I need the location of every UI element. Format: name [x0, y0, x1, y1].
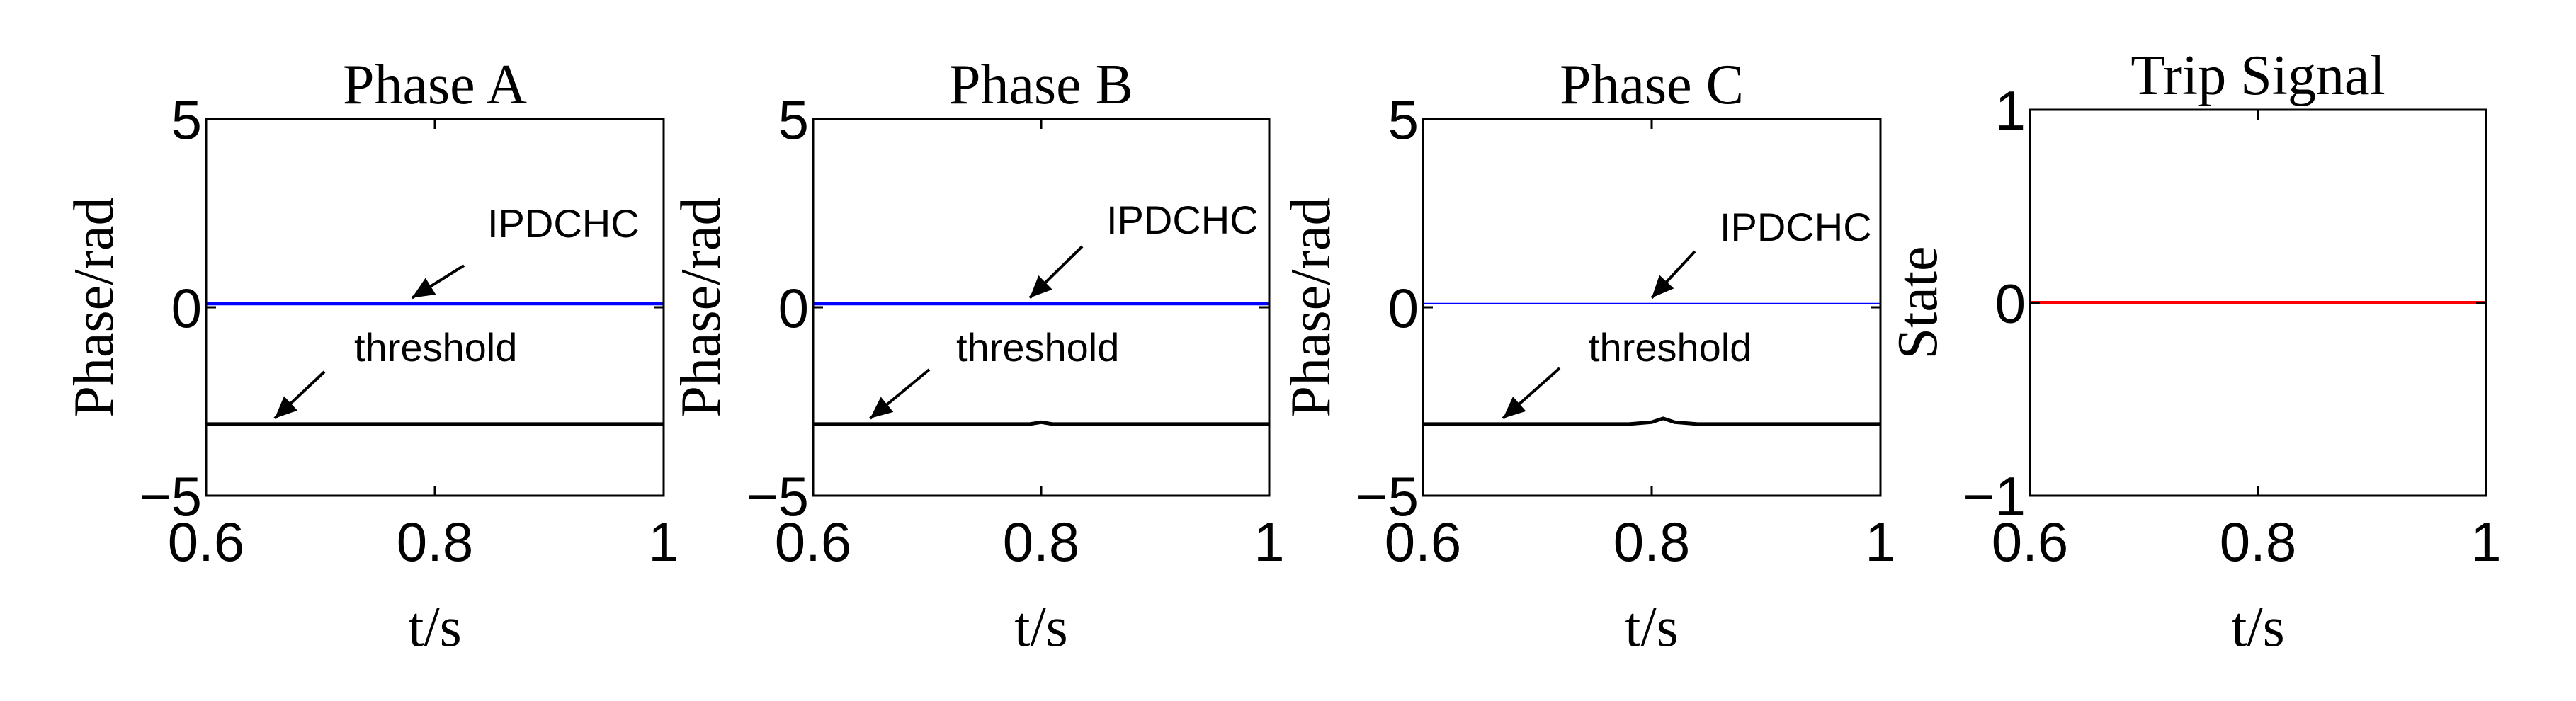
- x-axis-label: t/s: [1014, 596, 1068, 659]
- x-axis-label: t/s: [2231, 596, 2285, 659]
- series-line-threshold: [1423, 416, 1880, 426]
- y-tick-label: 1: [1995, 79, 2026, 142]
- chart-panel-2: 0.6 0.8 1 −5 0 5 Phase B t/s Phase/rad IPDCHC thre…: [670, 54, 1285, 659]
- annotation-arrowhead: [274, 396, 298, 418]
- chart-panel-4: 0.6 0.8 1 −1 0 1 Trip Signal t/s State: [1887, 45, 2502, 659]
- annotation-label-threshold: threshold: [956, 325, 1119, 370]
- x-tick-label: 1: [2470, 511, 2501, 573]
- y-axis-label: State: [1887, 246, 1949, 360]
- y-tick-label: −1: [1963, 465, 2026, 528]
- y-tick-label: −5: [139, 465, 202, 528]
- x-tick-label: 1: [648, 511, 679, 573]
- annotation-arrowhead: [1652, 275, 1674, 298]
- annotation-arrowhead: [1503, 396, 1526, 418]
- annotation-arrowhead: [412, 278, 436, 298]
- annotation-label-threshold: threshold: [1589, 325, 1752, 370]
- y-tick-label: 5: [171, 89, 202, 151]
- chart-panel-1: 0.6 0.8 1 −5 0 5 Phase A t/s Phase/rad IPDCHC thre…: [63, 54, 679, 659]
- chart-title: Phase B: [949, 54, 1133, 116]
- y-tick-label: 5: [1388, 89, 1419, 151]
- x-tick-label: 0.6: [1385, 511, 1461, 573]
- x-tick-label: 0.6: [1992, 511, 2068, 573]
- annotation-arrowhead: [870, 397, 894, 418]
- x-tick-label: 0.8: [397, 511, 473, 573]
- y-tick-label: 5: [778, 89, 809, 151]
- chart-panel-3: 0.6 0.8 1 −5 0 5 Phase C t/s Phase/rad IPDCHC thre…: [1280, 54, 1896, 659]
- x-tick-label: 0.8: [1613, 511, 1690, 573]
- annotation-label-ipdchc: IPDCHC: [1106, 198, 1259, 242]
- y-tick-label: 0: [1388, 277, 1419, 339]
- x-axis-label: t/s: [408, 596, 462, 659]
- annotation-label-ipdchc: IPDCHC: [1720, 205, 1872, 249]
- x-tick-label: 0.6: [775, 511, 851, 573]
- series-line-threshold: [813, 420, 1269, 426]
- annotation-label-threshold: threshold: [354, 325, 517, 370]
- chart-title: Phase C: [1560, 54, 1744, 116]
- x-tick-label: 0.8: [1003, 511, 1079, 573]
- x-tick-label: 1: [1865, 511, 1895, 573]
- y-tick-label: 0: [171, 277, 202, 339]
- annotation-arrowhead: [1029, 275, 1052, 298]
- y-tick-label: 0: [1995, 273, 2026, 335]
- x-axis-label: t/s: [1625, 596, 1679, 659]
- x-tick-label: 0.8: [2220, 511, 2296, 573]
- x-tick-label: 0.6: [168, 511, 244, 573]
- y-tick-label: 0: [778, 277, 809, 339]
- y-axis-label: Phase/rad: [670, 197, 732, 417]
- chart-title: Phase A: [343, 54, 527, 116]
- y-axis-label: Phase/rad: [1280, 197, 1342, 417]
- y-tick-label: −5: [746, 465, 809, 528]
- annotation-label-ipdchc: IPDCHC: [487, 201, 640, 246]
- y-tick-label: −5: [1356, 465, 1419, 528]
- chart-title: Trip Signal: [2130, 45, 2385, 107]
- panels: 0.6 0.8 1 −5 0 5 Phase A t/s Phase/rad IPDCHC thre…: [63, 45, 2502, 659]
- x-tick-label: 1: [1254, 511, 1284, 573]
- y-axis-label: Phase/rad: [63, 197, 125, 417]
